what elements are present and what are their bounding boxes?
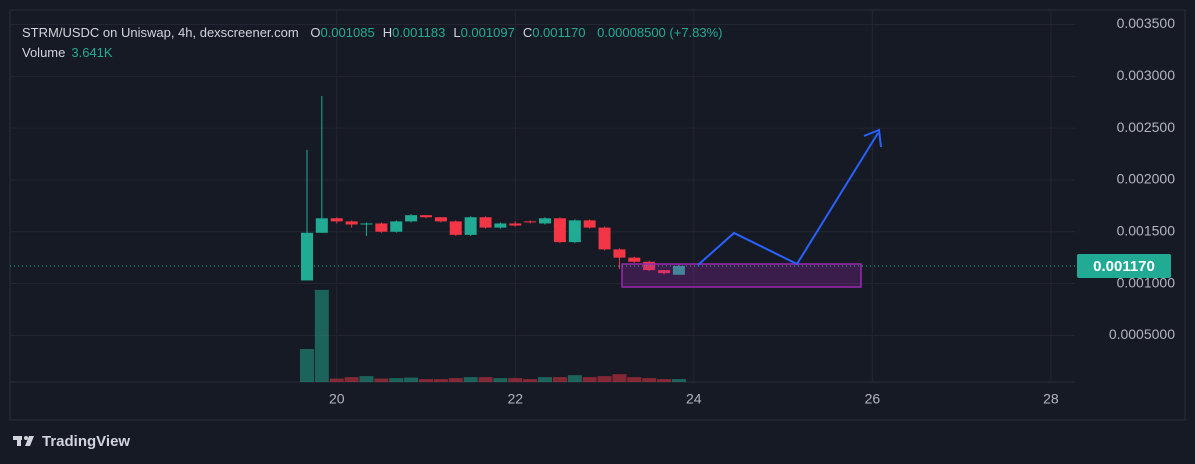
axes: 0.0005000 0.001000 0.001500 0.002000 0.00250… xyxy=(10,15,1176,407)
candle-body xyxy=(509,223,522,226)
candle-body xyxy=(583,220,596,228)
candle-body xyxy=(375,223,388,232)
last-price-badge xyxy=(1077,253,1171,278)
volume-bar xyxy=(597,376,612,382)
legend-header: STRM/USDC on Uniswap, 4h, dexscreener.co… xyxy=(22,24,723,42)
logo-part xyxy=(25,436,34,446)
grid xyxy=(10,10,1075,382)
last-price-label: 0.001170 xyxy=(1093,258,1155,275)
volume-pane xyxy=(300,289,686,382)
volume-bar xyxy=(627,377,642,382)
ohlc-legend: O0.001085 H0.001183 L0.001097 C0.001170 xyxy=(302,25,585,40)
y-tick-label: 0.002500 xyxy=(1117,119,1176,135)
ohlc-key: L xyxy=(453,25,461,40)
x-tick-label: 22 xyxy=(507,391,523,407)
change: 0.00008500 (+7.83%) xyxy=(597,25,723,40)
ohlc-value: 0.001085 xyxy=(320,25,375,40)
volume-bar xyxy=(582,377,597,382)
logo-part xyxy=(17,436,21,446)
volume-bar xyxy=(508,378,523,382)
projection-line xyxy=(697,132,879,266)
y-tick-label: 0.001000 xyxy=(1117,274,1176,290)
candle-body xyxy=(524,221,537,223)
ohlc-value: 0.001183 xyxy=(392,25,446,40)
candle-body xyxy=(390,221,403,232)
logo-part xyxy=(24,436,28,440)
y-tick-label: 0.001500 xyxy=(1117,222,1176,238)
candle-body xyxy=(464,217,477,235)
y-tick-label: 0.0005000 xyxy=(1109,326,1175,342)
volume-bar xyxy=(448,378,463,382)
drawings xyxy=(621,128,882,288)
candle-body xyxy=(449,221,462,235)
candle-body xyxy=(553,218,566,243)
candle-body xyxy=(494,223,507,228)
candle-body xyxy=(568,220,581,243)
volume-value: 3.641K xyxy=(71,45,113,60)
volume-bar xyxy=(657,379,672,382)
ohlc-value: 0.001170 xyxy=(532,25,586,40)
candle-body xyxy=(330,218,343,222)
ohlc-key: C xyxy=(522,25,533,40)
volume-bar xyxy=(329,378,344,382)
volume-bar xyxy=(314,289,329,382)
candle-body xyxy=(301,232,314,281)
brand: TradingView xyxy=(42,433,131,450)
volume-bar xyxy=(300,349,315,382)
volume-name: Volume xyxy=(22,45,66,60)
candle-body xyxy=(434,217,447,222)
x-tick-label: 26 xyxy=(865,391,881,407)
x-tick-label: 28 xyxy=(1043,391,1059,407)
y-tick-label: 0.003500 xyxy=(1117,15,1176,31)
volume-bar xyxy=(552,377,567,382)
ohlc-value: 0.001097 xyxy=(460,25,515,40)
candle-body xyxy=(613,249,626,258)
candle-body xyxy=(628,257,641,262)
candle-body xyxy=(345,221,358,225)
candle-body xyxy=(315,218,328,233)
volume-bar xyxy=(344,377,359,382)
volume-bar xyxy=(612,374,627,382)
ohlc-key: H xyxy=(382,25,393,40)
candle-body xyxy=(420,215,433,218)
candle-body xyxy=(643,261,656,271)
volume-bar xyxy=(374,378,389,382)
candles xyxy=(301,96,685,281)
volume-bar xyxy=(478,377,493,382)
x-tick-label: 20 xyxy=(329,391,345,407)
volume-bar xyxy=(537,377,552,382)
volume-bar xyxy=(642,378,657,382)
volume-bar xyxy=(493,378,508,382)
y-tick-label: 0.003000 xyxy=(1117,67,1176,83)
volume-bar xyxy=(359,376,374,382)
volume-legend: Volume 3.641K xyxy=(22,44,113,62)
volume-bar xyxy=(567,375,582,382)
volume-bar xyxy=(433,379,448,382)
range-box xyxy=(621,263,862,288)
volume-bar xyxy=(404,377,419,382)
ohlc-key: O xyxy=(310,25,321,40)
candle-body xyxy=(360,223,373,225)
volume-bar xyxy=(463,377,478,382)
candle-body xyxy=(479,217,492,228)
symbol-title: STRM/USDC on Uniswap, 4h, dexscreener.co… xyxy=(22,25,299,40)
volume-bar xyxy=(523,379,538,382)
candle-body xyxy=(672,265,685,275)
chart-frame xyxy=(9,9,1186,421)
tradingview-logo xyxy=(13,436,34,446)
arrow-head xyxy=(863,128,882,148)
x-tick-label: 24 xyxy=(686,391,702,407)
y-tick-label: 0.002000 xyxy=(1117,171,1176,187)
candle-body xyxy=(538,218,551,224)
candle-body xyxy=(598,227,611,250)
candle-body xyxy=(405,215,418,222)
candle-body xyxy=(658,270,671,274)
volume-bar xyxy=(389,378,404,382)
volume-bar xyxy=(419,379,434,382)
volume-bar xyxy=(671,379,686,382)
